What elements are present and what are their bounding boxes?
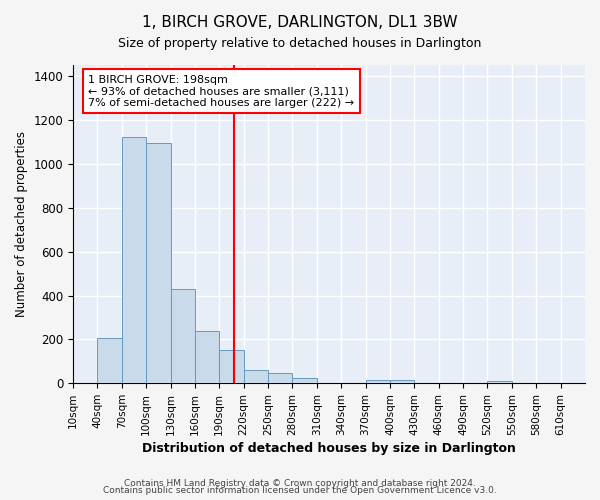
X-axis label: Distribution of detached houses by size in Darlington: Distribution of detached houses by size … [142, 442, 516, 455]
Bar [146, 143, 170, 384]
Bar [268, 374, 292, 384]
Bar [195, 330, 220, 384]
Text: Contains HM Land Registry data © Crown copyright and database right 2024.: Contains HM Land Registry data © Crown c… [124, 478, 476, 488]
Text: 1, BIRCH GROVE, DARLINGTON, DL1 3BW: 1, BIRCH GROVE, DARLINGTON, DL1 3BW [142, 15, 458, 30]
Bar [487, 381, 512, 384]
Y-axis label: Number of detached properties: Number of detached properties [15, 131, 28, 317]
Bar [292, 378, 317, 384]
Bar [170, 290, 195, 384]
Bar [244, 370, 268, 384]
Text: Contains public sector information licensed under the Open Government Licence v3: Contains public sector information licen… [103, 486, 497, 495]
Bar [390, 380, 415, 384]
Bar [97, 338, 122, 384]
Text: Size of property relative to detached houses in Darlington: Size of property relative to detached ho… [118, 38, 482, 51]
Text: 1 BIRCH GROVE: 198sqm
← 93% of detached houses are smaller (3,111)
7% of semi-de: 1 BIRCH GROVE: 198sqm ← 93% of detached … [88, 74, 355, 108]
Bar [122, 138, 146, 384]
Bar [220, 350, 244, 384]
Bar [365, 380, 390, 384]
